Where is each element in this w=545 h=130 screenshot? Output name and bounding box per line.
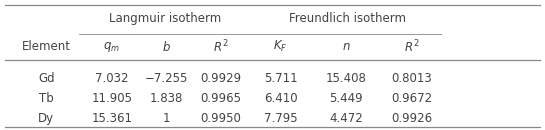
Text: 15.408: 15.408 [326,72,366,84]
Text: Gd: Gd [38,72,54,84]
Text: $R^2$: $R^2$ [404,38,419,55]
Text: 0.9672: 0.9672 [391,92,432,105]
Text: 0.9950: 0.9950 [201,112,241,125]
Text: Langmuir isotherm: Langmuir isotherm [109,12,221,25]
Text: $R^2$: $R^2$ [213,38,228,55]
Text: $q_m$: $q_m$ [103,40,120,54]
Text: 1: 1 [162,112,170,125]
Text: Tb: Tb [39,92,54,105]
Text: 6.410: 6.410 [264,92,298,105]
Text: 0.9965: 0.9965 [200,92,241,105]
Text: 7.032: 7.032 [95,72,129,84]
Text: 5.449: 5.449 [329,92,363,105]
Text: 0.9926: 0.9926 [391,112,432,125]
Text: 1.838: 1.838 [149,92,183,105]
Text: 5.711: 5.711 [264,72,298,84]
Text: 11.905: 11.905 [91,92,132,105]
Text: 0.8013: 0.8013 [391,72,432,84]
Text: $b$: $b$ [162,40,171,54]
Text: Element: Element [22,40,71,53]
Text: 4.472: 4.472 [329,112,363,125]
Text: $K_F$: $K_F$ [274,39,288,54]
Text: 0.9929: 0.9929 [200,72,241,84]
Text: 7.795: 7.795 [264,112,298,125]
Text: 15.361: 15.361 [91,112,132,125]
Text: $n$: $n$ [342,40,350,53]
Text: Freundlich isotherm: Freundlich isotherm [289,12,406,25]
Text: −7.255: −7.255 [144,72,188,84]
Text: Dy: Dy [38,112,54,125]
